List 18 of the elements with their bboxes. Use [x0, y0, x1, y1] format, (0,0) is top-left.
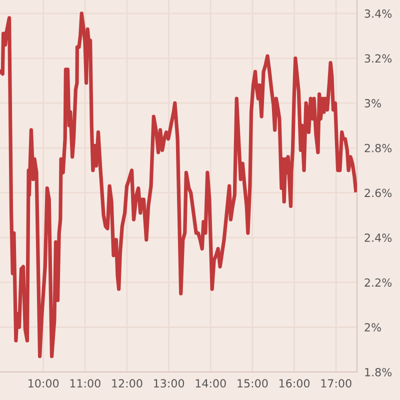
y-tick-label: 3% — [364, 99, 381, 108]
x-tick-label: 15:00 — [238, 379, 268, 388]
y-tick-label: 2.2% — [364, 278, 392, 287]
y-tick-label: 2.6% — [364, 188, 392, 198]
y-tick-label: 3.2% — [364, 54, 392, 63]
x-tick-label: 12:00 — [112, 379, 142, 388]
x-tick-label: 10:00 — [28, 379, 59, 388]
x-tick-label: 11:00 — [70, 379, 100, 388]
x-tick-label: 17:00 — [321, 379, 352, 388]
x-tick-label: 16:00 — [279, 379, 310, 388]
y-tick-label: 3.4% — [364, 9, 392, 18]
y-tick-label: 2% — [364, 323, 381, 332]
y-tick-label: 2.4% — [364, 234, 392, 242]
x-tick-label: 13:00 — [154, 379, 184, 388]
y-tick-label: 1.8% — [365, 368, 392, 376]
line-series — [0, 12, 357, 358]
x-tick-label: 14:00 — [196, 379, 226, 388]
y-tick-label: 2.8% — [364, 144, 392, 152]
